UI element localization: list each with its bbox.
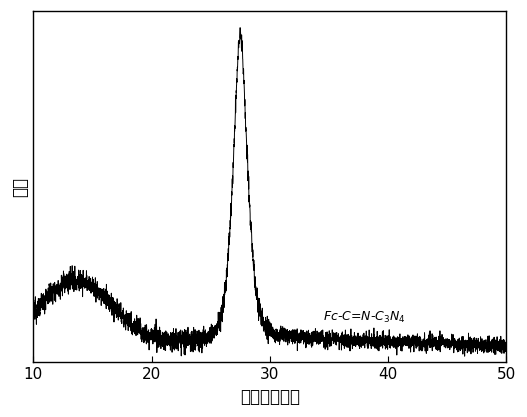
Text: Fc-C=N-C$_3$N$_4$: Fc-C=N-C$_3$N$_4$ (323, 310, 406, 325)
Y-axis label: 强度: 强度 (11, 177, 29, 197)
X-axis label: 衍射角（度）: 衍射角（度） (240, 388, 300, 406)
